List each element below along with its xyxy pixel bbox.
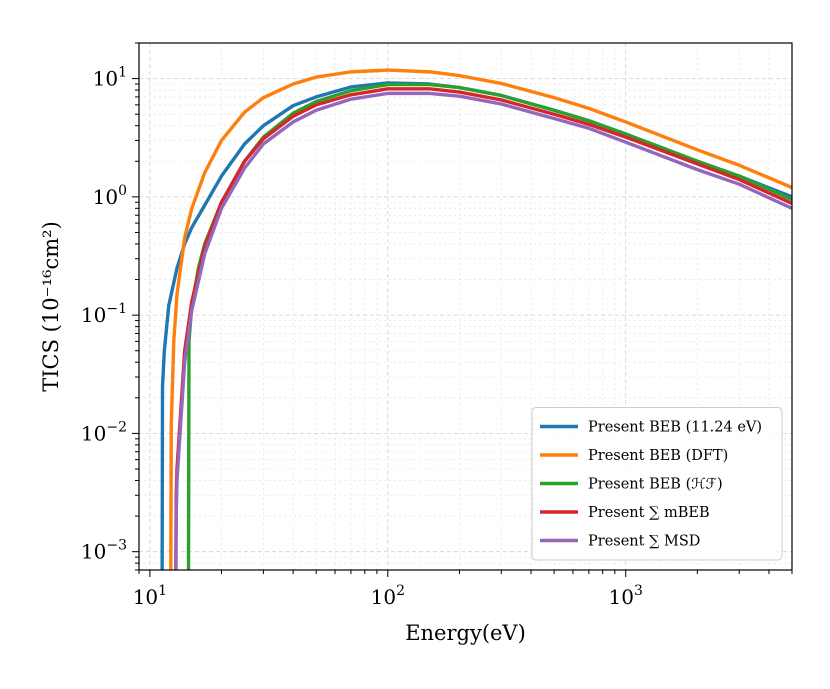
x-tick-label: 101 — [133, 583, 167, 609]
x-tick-label: 102 — [371, 583, 405, 609]
y-tick-label: 10−1 — [81, 301, 127, 327]
series-line-2 — [169, 68, 792, 570]
legend-label: Present BEB (ℋℱ) — [588, 477, 723, 493]
legend-label: Present BEB (DFT) — [588, 448, 728, 464]
series-layer — [160, 68, 792, 570]
legend: Present BEB (11.24 eV) Present BEB (DFT) P… — [531, 407, 783, 561]
series-line-4 — [174, 87, 792, 570]
y-tick-label: 101 — [93, 65, 127, 91]
legend-label: Present BEB (11.24 eV) — [588, 420, 762, 436]
x-axis-label: Energy(eV) — [405, 621, 526, 645]
legend-label: Present ∑ MSD — [588, 534, 700, 550]
y-tick-label: 100 — [93, 183, 127, 209]
x-tick-label: 103 — [609, 583, 643, 609]
series-line-5 — [174, 91, 792, 570]
legend-box — [531, 407, 783, 561]
y-axis-label: TICS (10⁻¹⁶cm²) — [39, 221, 63, 392]
y-tick-label: 10−3 — [81, 538, 127, 564]
plot-frame — [138, 42, 793, 571]
legend-label: Present ∑ mBEB — [588, 505, 710, 521]
ticks: 101 102 103 10−3 10−2 10−1 100 101 — [81, 42, 793, 609]
y-tick-label: 10−2 — [81, 419, 127, 445]
